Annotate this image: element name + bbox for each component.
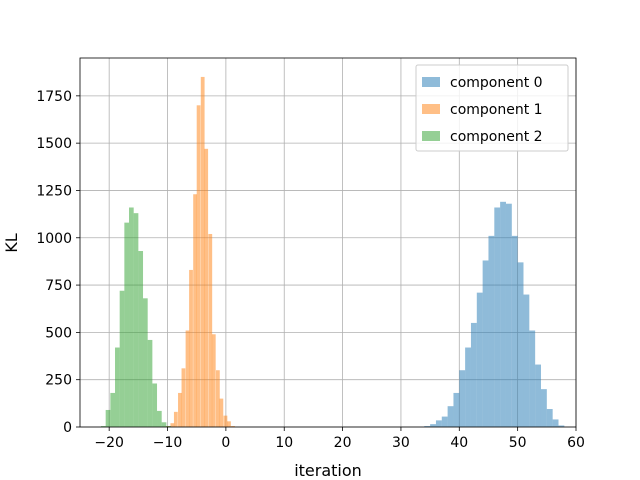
- bar-series-0: [552, 419, 559, 427]
- bar-series-2: [147, 339, 153, 427]
- bar-series-0: [435, 420, 442, 427]
- legend-box: [415, 64, 569, 152]
- x-tick-label: −10: [153, 435, 183, 451]
- y-tick-label: 1000: [36, 231, 72, 247]
- bar-series-1: [173, 411, 178, 427]
- y-tick-label: 500: [45, 325, 72, 341]
- bar-series-0: [470, 322, 477, 427]
- bar-series-0: [540, 389, 547, 427]
- bar-series-1: [181, 368, 186, 427]
- bar-series-2: [105, 409, 111, 427]
- bar-series-1: [223, 415, 228, 427]
- bar-series-1: [211, 334, 216, 427]
- bar-series-1: [200, 76, 205, 427]
- bar-series-2: [119, 290, 125, 427]
- bar-series-2: [138, 251, 144, 427]
- bar-series-1: [204, 148, 209, 428]
- bar-series-2: [157, 410, 162, 427]
- bar-series-0: [523, 294, 530, 427]
- bar-series-2: [115, 347, 120, 427]
- bar-series-0: [558, 425, 565, 427]
- bar-series-0: [511, 235, 518, 427]
- bar-series-1: [178, 392, 182, 427]
- x-tick-label: 10: [275, 435, 293, 451]
- bar-series-2: [152, 383, 158, 427]
- y-tick-label: 1250: [36, 183, 72, 199]
- x-tick-label: 20: [334, 435, 352, 451]
- bar-series-1: [231, 426, 235, 427]
- bar-series-2: [101, 426, 106, 427]
- x-tick-label: 0: [221, 435, 230, 451]
- bar-series-0: [465, 347, 471, 427]
- bar-series-2: [143, 298, 148, 427]
- bar-series-2: [133, 213, 139, 427]
- x-tick-label: 60: [567, 435, 585, 451]
- bar-series-0: [424, 426, 431, 427]
- bar-series-0: [535, 364, 541, 427]
- legend-label: component 0: [450, 75, 543, 91]
- bar-series-0: [488, 235, 495, 427]
- plot-area: −20 −10 0 10 20 30 40 50 60 0 250 500 750 1000 1250 150…: [36, 57, 585, 451]
- legend-swatch: [422, 104, 440, 114]
- x-tick-label: 30: [392, 435, 410, 451]
- y-tick-label: 0: [63, 420, 72, 436]
- legend-label: component 2: [450, 129, 543, 145]
- bar-series-1: [170, 423, 175, 427]
- bar-series-1: [219, 398, 224, 427]
- bar-series-0: [494, 207, 501, 427]
- legend-swatch: [422, 131, 440, 141]
- bar-series-1: [215, 370, 220, 427]
- bar-series-0: [517, 262, 524, 427]
- bar-series-1: [189, 269, 193, 427]
- legend-swatch: [422, 77, 440, 87]
- x-axis-label: iteration: [294, 461, 362, 480]
- bar-series-2: [129, 207, 134, 427]
- y-tick-label: 250: [45, 373, 72, 389]
- x-tick-label: 40: [450, 435, 468, 451]
- bar-series-0: [453, 392, 460, 427]
- bar-series-0: [482, 260, 489, 427]
- axes-frame: [79, 57, 577, 428]
- bar-series-2: [161, 422, 167, 427]
- y-axis-label: KL: [2, 233, 21, 252]
- bar-series-2: [166, 426, 172, 427]
- y-tick-label: 1500: [36, 136, 72, 152]
- bar-series-2: [110, 392, 116, 427]
- bar-series-0: [546, 409, 553, 427]
- legend: component 0 component 1 component 2: [415, 64, 569, 152]
- bar-series-0: [430, 424, 436, 427]
- bar-series-0: [476, 292, 483, 427]
- y-tick-label: 750: [45, 278, 72, 294]
- bar-series-0: [529, 330, 536, 427]
- bar-series-1: [208, 233, 213, 427]
- bar-series-1: [185, 330, 190, 427]
- x-tick-label: 50: [509, 435, 527, 451]
- bar-series-2: [124, 222, 130, 427]
- bar-series-1: [193, 194, 197, 427]
- bar-series-0: [447, 406, 454, 427]
- bar-series-0: [505, 203, 512, 427]
- x-tick-label: −20: [94, 435, 124, 451]
- legend-label: component 1: [450, 102, 543, 118]
- bar-series-1: [196, 105, 201, 428]
- bar-series-1: [227, 421, 231, 427]
- bar-series-0: [500, 201, 506, 427]
- y-tick-label: 1750: [36, 89, 72, 105]
- bar-series-0: [441, 416, 448, 427]
- bar-series-0: [459, 370, 466, 427]
